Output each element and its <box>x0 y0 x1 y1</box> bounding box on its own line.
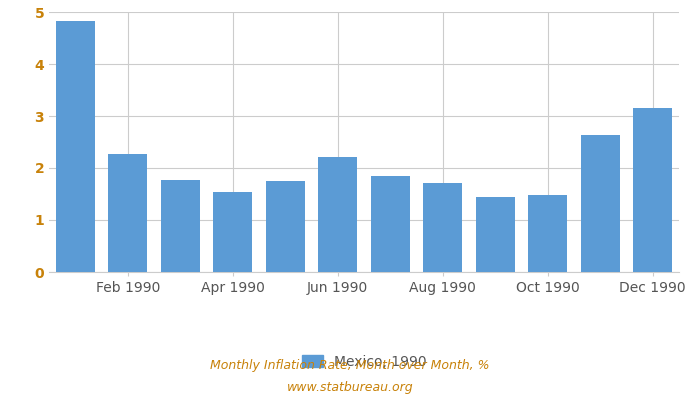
Bar <box>633 108 673 272</box>
Bar <box>423 183 463 272</box>
Text: Monthly Inflation Rate, Month over Month, %: Monthly Inflation Rate, Month over Month… <box>210 360 490 372</box>
Bar <box>580 135 620 272</box>
Bar <box>475 197 515 272</box>
Bar <box>370 176 410 272</box>
Bar <box>55 21 95 272</box>
Bar <box>160 180 200 272</box>
Bar <box>318 157 358 272</box>
Bar <box>265 181 305 272</box>
Bar <box>108 154 148 272</box>
Bar <box>213 192 253 272</box>
Text: www.statbureau.org: www.statbureau.org <box>287 382 413 394</box>
Bar <box>528 195 568 272</box>
Legend: Mexico, 1990: Mexico, 1990 <box>296 349 432 374</box>
